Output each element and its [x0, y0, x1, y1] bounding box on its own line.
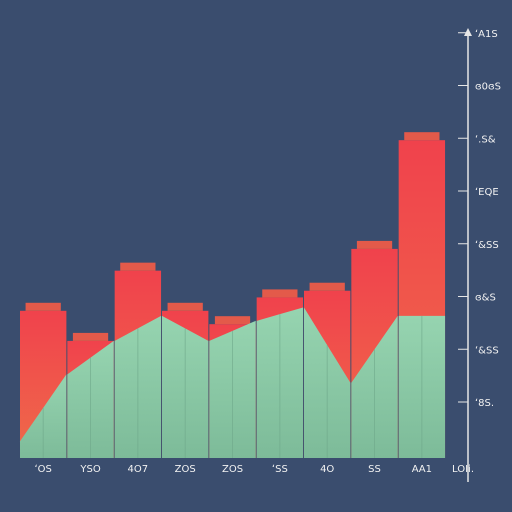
red-bar-cap: [404, 132, 440, 141]
green-series: [20, 307, 446, 458]
x-tick-label: ʻOS: [34, 464, 51, 475]
red-bar-cap: [214, 316, 251, 325]
y-tick-label: ʻ.S&: [475, 134, 496, 145]
y-axis-ticks: ʻ8S. ʻ&SS ɞ&S ʻ&SS ʻEQE ʻ.S&ɞ0ɞS ʻA1S: [458, 29, 501, 409]
x-tick-label: 4O7: [128, 464, 149, 475]
red-bar-cap: [356, 240, 393, 249]
y-tick-label: ʻEQE: [475, 187, 499, 198]
y-tick-label: ʻA1S: [475, 29, 498, 40]
x-tick-label: AA1: [412, 464, 432, 475]
y-tick-label: ɞ&S: [475, 293, 496, 304]
x-axis-corner-label: LOIi.: [452, 464, 474, 475]
x-tick-label: ZOS: [175, 464, 196, 475]
red-bar-cap: [167, 302, 203, 311]
y-tick-label: ʻ&SS: [475, 345, 499, 356]
x-tick-label: 4O: [320, 464, 334, 475]
x-tick-label: ʻSS: [272, 464, 288, 475]
y-tick-label: ʻ8S.: [475, 398, 494, 409]
red-bar-cap: [309, 282, 345, 291]
x-tick-label: SS: [368, 464, 381, 475]
x-tick-label: YSO: [79, 464, 100, 475]
x-tick-label: ZOS: [222, 464, 243, 475]
y-axis-arrow-icon: [464, 28, 472, 36]
red-bar-cap: [120, 262, 156, 271]
red-bar-cap: [25, 302, 61, 311]
red-bar-cap: [72, 332, 109, 341]
y-tick-label: ʻ&SS: [475, 240, 499, 251]
y-tick-label: ɞ0ɞS: [475, 82, 501, 93]
x-axis-labels: ʻOS YSO 4O7 ZOS ZOS ʻSS 4O SS AA1: [34, 464, 432, 475]
red-bar-cap: [262, 289, 298, 298]
